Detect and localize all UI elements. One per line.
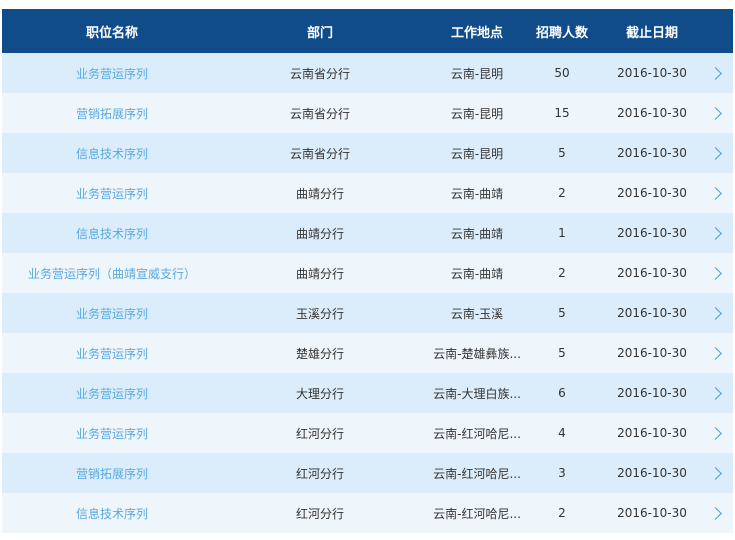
chevron-right-icon[interactable] — [707, 173, 727, 213]
location-cell: 云南-楚雄彝族... — [433, 346, 521, 361]
location-cell: 云南-曲靖 — [450, 226, 504, 241]
table-row[interactable]: 业务营运序列 楚雄分行 云南-楚雄彝族... 5 2016-10-30 — [2, 333, 733, 373]
chevron-right-icon[interactable] — [707, 453, 727, 493]
table-row[interactable]: 信息技术序列 红河分行 云南-红河哈尼... 2 2016-10-30 — [2, 493, 733, 533]
deadline-cell: 2016-10-30 — [617, 66, 687, 80]
count-cell: 5 — [558, 346, 566, 360]
job-table: 职位名称 部门 工作地点 招聘人数 截止日期 业务营运序列 云南省分行 云南-昆… — [2, 9, 733, 533]
header-count: 招聘人数 — [535, 25, 588, 41]
job-name-link[interactable]: 业务营运序列 — [75, 346, 148, 361]
table-row[interactable]: 信息技术序列 曲靖分行 云南-曲靖 1 2016-10-30 — [2, 213, 733, 253]
location-cell: 云南-昆明 — [450, 66, 504, 81]
count-cell: 1 — [558, 226, 566, 240]
deadline-cell: 2016-10-30 — [617, 146, 687, 160]
table-body: 业务营运序列 云南省分行 云南-昆明 50 2016-10-30 营销拓展序列 … — [2, 53, 733, 533]
table-row[interactable]: 业务营运序列 红河分行 云南-红河哈尼... 4 2016-10-30 — [2, 413, 733, 453]
count-cell: 2 — [558, 186, 566, 200]
chevron-right-icon[interactable] — [707, 213, 727, 253]
job-name-link[interactable]: 信息技术序列 — [75, 226, 148, 241]
table-row[interactable]: 营销拓展序列 云南省分行 云南-昆明 15 2016-10-30 — [2, 93, 733, 133]
table-row[interactable]: 业务营运序列 大理分行 云南-大理白族... 6 2016-10-30 — [2, 373, 733, 413]
job-name-link[interactable]: 业务营运序列 — [75, 186, 148, 201]
deadline-cell: 2016-10-30 — [617, 426, 687, 440]
location-cell: 云南-昆明 — [450, 146, 504, 161]
dept-cell: 曲靖分行 — [295, 226, 344, 241]
location-cell: 云南-曲靖 — [450, 266, 504, 281]
job-name-link[interactable]: 业务营运序列 — [75, 306, 148, 321]
job-name-link[interactable]: 业务营运序列（曲靖宣威支行） — [27, 266, 196, 281]
header-name: 职位名称 — [85, 25, 138, 41]
job-name-link[interactable]: 营销拓展序列 — [75, 106, 148, 121]
location-cell: 云南-红河哈尼... — [433, 506, 521, 521]
dept-cell: 云南省分行 — [289, 106, 350, 121]
job-name-link[interactable]: 信息技术序列 — [75, 146, 148, 161]
location-cell: 云南-大理白族... — [433, 386, 521, 401]
count-cell: 6 — [558, 386, 566, 400]
dept-cell: 云南省分行 — [289, 66, 350, 81]
deadline-cell: 2016-10-30 — [617, 226, 687, 240]
dept-cell: 楚雄分行 — [295, 346, 344, 361]
deadline-cell: 2016-10-30 — [617, 386, 687, 400]
header-location: 工作地点 — [450, 25, 503, 41]
count-cell: 2 — [558, 506, 566, 520]
chevron-right-icon[interactable] — [707, 413, 727, 453]
chevron-right-icon[interactable] — [707, 333, 727, 373]
table-row[interactable]: 业务营运序列 曲靖分行 云南-曲靖 2 2016-10-30 — [2, 173, 733, 213]
dept-cell: 红河分行 — [295, 466, 344, 481]
deadline-cell: 2016-10-30 — [617, 186, 687, 200]
deadline-cell: 2016-10-30 — [617, 506, 687, 520]
deadline-cell: 2016-10-30 — [617, 306, 687, 320]
table-row[interactable]: 营销拓展序列 红河分行 云南-红河哈尼... 3 2016-10-30 — [2, 453, 733, 493]
dept-cell: 大理分行 — [295, 386, 344, 401]
chevron-right-icon[interactable] — [707, 53, 727, 93]
location-cell: 云南-红河哈尼... — [433, 426, 521, 441]
deadline-cell: 2016-10-30 — [617, 466, 687, 480]
count-cell: 2 — [558, 266, 566, 280]
job-name-link[interactable]: 业务营运序列 — [75, 386, 148, 401]
chevron-right-icon[interactable] — [707, 293, 727, 333]
deadline-cell: 2016-10-30 — [617, 266, 687, 280]
table-row[interactable]: 业务营运序列 玉溪分行 云南-玉溪 5 2016-10-30 — [2, 293, 733, 333]
job-name-link[interactable]: 营销拓展序列 — [75, 466, 148, 481]
header-dept: 部门 — [306, 25, 333, 41]
chevron-right-icon[interactable] — [707, 133, 727, 173]
dept-cell: 云南省分行 — [289, 146, 350, 161]
chevron-right-icon[interactable] — [707, 253, 727, 293]
location-cell: 云南-曲靖 — [450, 186, 504, 201]
table-header: 职位名称 部门 工作地点 招聘人数 截止日期 — [2, 9, 733, 53]
count-cell: 5 — [558, 146, 566, 160]
job-name-link[interactable]: 业务营运序列 — [75, 426, 148, 441]
chevron-right-icon[interactable] — [707, 373, 727, 413]
dept-cell: 曲靖分行 — [295, 266, 344, 281]
table-row[interactable]: 业务营运序列（曲靖宣威支行） 曲靖分行 云南-曲靖 2 2016-10-30 — [2, 253, 733, 293]
chevron-right-icon[interactable] — [707, 93, 727, 133]
deadline-cell: 2016-10-30 — [617, 346, 687, 360]
job-name-link[interactable]: 业务营运序列 — [75, 66, 148, 81]
job-name-link[interactable]: 信息技术序列 — [75, 506, 148, 521]
chevron-right-icon[interactable] — [707, 493, 727, 533]
location-cell: 云南-昆明 — [450, 106, 504, 121]
location-cell: 云南-红河哈尼... — [433, 466, 521, 481]
count-cell: 15 — [554, 106, 570, 120]
dept-cell: 曲靖分行 — [295, 186, 344, 201]
dept-cell: 红河分行 — [295, 426, 344, 441]
deadline-cell: 2016-10-30 — [617, 106, 687, 120]
count-cell: 3 — [558, 466, 566, 480]
count-cell: 50 — [554, 66, 570, 80]
header-deadline: 截止日期 — [625, 25, 678, 41]
count-cell: 5 — [558, 306, 566, 320]
table-row[interactable]: 业务营运序列 云南省分行 云南-昆明 50 2016-10-30 — [2, 53, 733, 93]
dept-cell: 玉溪分行 — [295, 306, 344, 321]
location-cell: 云南-玉溪 — [450, 306, 504, 321]
dept-cell: 红河分行 — [295, 506, 344, 521]
table-row[interactable]: 信息技术序列 云南省分行 云南-昆明 5 2016-10-30 — [2, 133, 733, 173]
count-cell: 4 — [558, 426, 566, 440]
